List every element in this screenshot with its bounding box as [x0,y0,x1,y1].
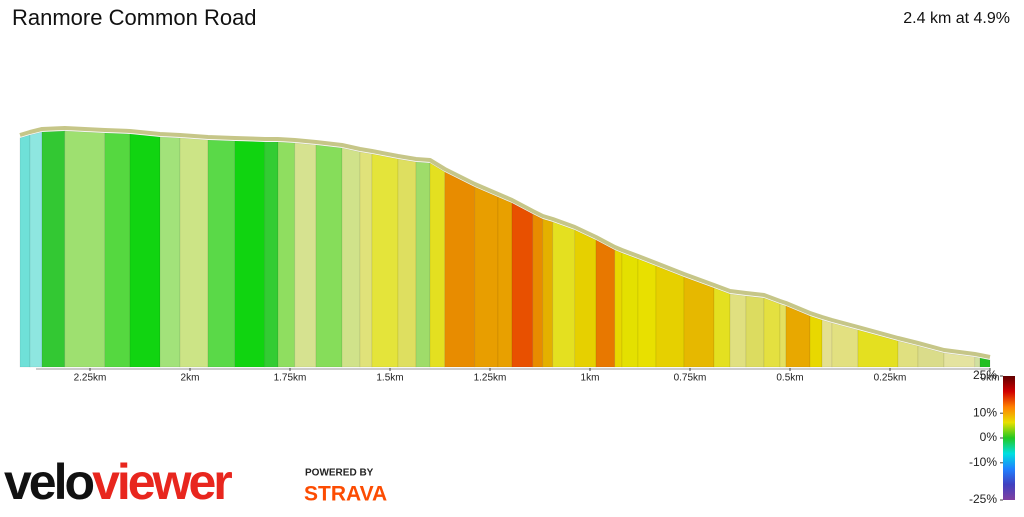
profile-top-edge [19,126,991,359]
profile-segment [979,357,991,368]
profile-segment [397,158,417,368]
profile-segment [821,319,833,368]
profile-segment [729,293,747,368]
profile-segment [371,153,399,368]
profile-segment [574,229,597,368]
profile-segment [552,221,576,368]
profile-segment [655,265,685,368]
profile-segment [745,295,765,368]
profile-segment [264,141,279,368]
profile-segment [207,139,236,368]
profile-segment [595,239,616,368]
profile-segment [19,134,31,368]
x-tick-label: 1km [581,373,600,384]
x-tick-label: 0.25km [874,373,907,384]
profile-segment [474,186,499,368]
logo: veloviewer [4,454,232,510]
x-tick-label: 0km [981,373,1000,384]
chart-title: Ranmore Common Road [12,5,257,30]
colorbar [1003,376,1015,500]
profile-segment [341,147,361,368]
profile-segment [621,252,639,368]
colorbar-tick-label: 10% [973,405,997,419]
colorbar-tick-label: 25% [973,368,997,382]
profile-segment [159,136,181,368]
profile-segment [683,276,715,368]
x-tick-label: 2km [181,373,200,384]
profile-segment [831,322,859,368]
profile-segment [64,130,106,368]
colorbar-tick-label: -25% [969,492,997,506]
profile-segment [179,137,209,368]
profile-segment [497,196,513,368]
profile-segment [277,141,296,368]
profile-segment [637,258,657,368]
profile-segment [779,303,787,368]
profile-segment [614,249,623,368]
profile-segment [785,305,811,368]
profile-segment [29,131,43,368]
x-tick-label: 2.25km [74,373,107,384]
profile-segment [429,162,446,368]
profile-segment [41,130,66,368]
x-tick-label: 0.5km [776,373,803,384]
profile-segment [359,151,373,368]
profile-segment [234,140,266,368]
profile-segment [897,340,919,368]
profile-segment [809,315,823,368]
profile-segment [104,132,131,368]
profile-segment [713,287,731,368]
profile-segment [129,133,161,368]
profile-segment [294,142,317,368]
x-tick-label: 1.75km [274,373,307,384]
profile-segment [542,218,554,368]
strava-logo: STRAVA [304,483,387,506]
profile-segment [415,161,431,368]
profile-segment [511,202,534,368]
x-tick-label: 0.75km [674,373,707,384]
profile-segment [532,213,544,368]
colorbar-tick-label: 0% [980,430,998,444]
profile-segment [315,144,343,368]
profile-segment [974,356,981,368]
x-tick-label: 1.5km [376,373,403,384]
colorbar-tick-label: -10% [969,455,997,469]
powered-by: POWERED BY [305,468,374,479]
x-tick-label: 1.25km [474,373,507,384]
logo-velo: velo [4,454,94,510]
chart-subtitle: 2.4 km at 4.9% [903,10,1010,27]
logo-viewer: viewer [92,454,232,510]
profile-segment [763,297,781,368]
profile-segment [444,171,476,368]
